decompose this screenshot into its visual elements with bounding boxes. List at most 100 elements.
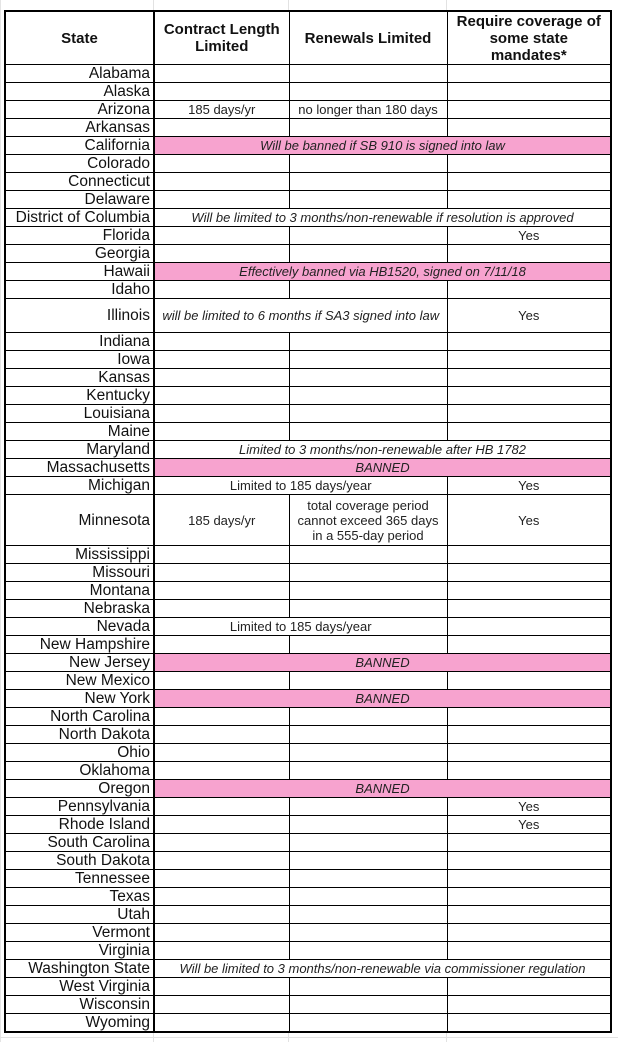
state-cell[interactable]: Illinois <box>4 298 155 333</box>
state-cell[interactable]: Vermont <box>4 923 155 942</box>
data-cell[interactable] <box>153 386 290 405</box>
data-cell[interactable] <box>288 887 448 906</box>
state-cell[interactable]: California <box>4 136 155 155</box>
state-cell[interactable]: Pennsylvania <box>4 797 155 816</box>
data-cell[interactable] <box>446 1013 612 1033</box>
state-cell[interactable]: Mississippi <box>4 545 155 564</box>
state-cell[interactable]: Colorado <box>4 154 155 173</box>
data-cell[interactable] <box>153 833 290 852</box>
data-cell[interactable] <box>446 599 612 618</box>
data-cell[interactable]: BANNED <box>153 458 612 477</box>
data-cell[interactable] <box>288 923 448 942</box>
data-cell[interactable] <box>153 599 290 618</box>
data-cell[interactable] <box>446 977 612 996</box>
data-cell[interactable] <box>153 280 290 299</box>
data-cell[interactable] <box>288 172 448 191</box>
data-cell[interactable] <box>446 280 612 299</box>
data-cell[interactable]: no longer than 180 days <box>288 100 448 119</box>
data-cell[interactable] <box>288 725 448 744</box>
data-cell[interactable] <box>288 422 448 441</box>
data-cell[interactable] <box>288 977 448 996</box>
data-cell[interactable] <box>446 118 612 137</box>
data-cell[interactable] <box>153 1013 290 1033</box>
header-mandates[interactable]: Require coverage of some state mandates* <box>446 10 612 65</box>
state-cell[interactable]: Oregon <box>4 779 155 798</box>
data-cell[interactable] <box>288 190 448 209</box>
data-cell[interactable] <box>153 725 290 744</box>
data-cell[interactable]: Yes <box>446 815 612 834</box>
state-cell[interactable]: Virginia <box>4 941 155 960</box>
state-cell[interactable]: Hawaii <box>4 262 155 281</box>
data-cell[interactable]: Limited to 3 months/non-renewable after … <box>153 440 612 459</box>
data-cell[interactable] <box>446 154 612 173</box>
data-cell[interactable]: Yes <box>446 476 612 495</box>
data-cell[interactable] <box>153 404 290 423</box>
data-cell[interactable]: Yes <box>446 298 612 333</box>
data-cell[interactable] <box>153 887 290 906</box>
state-cell[interactable]: Arkansas <box>4 118 155 137</box>
state-cell[interactable]: Wisconsin <box>4 995 155 1014</box>
state-cell[interactable]: Ohio <box>4 743 155 762</box>
data-cell[interactable] <box>153 226 290 245</box>
data-cell[interactable] <box>446 64 612 83</box>
data-cell[interactable]: Yes <box>446 797 612 816</box>
data-cell[interactable] <box>288 599 448 618</box>
data-cell[interactable] <box>446 869 612 888</box>
state-cell[interactable]: Nevada <box>4 617 155 636</box>
data-cell[interactable] <box>446 332 612 351</box>
data-cell[interactable] <box>288 545 448 564</box>
data-cell[interactable] <box>153 797 290 816</box>
data-cell[interactable] <box>153 350 290 369</box>
data-cell[interactable]: Will be limited to 3 months/non-renewabl… <box>153 208 612 227</box>
data-cell[interactable] <box>446 244 612 263</box>
data-cell[interactable]: Yes <box>446 226 612 245</box>
data-cell[interactable] <box>153 977 290 996</box>
data-cell[interactable] <box>288 995 448 1014</box>
state-cell[interactable]: Oklahoma <box>4 761 155 780</box>
data-cell[interactable] <box>153 905 290 924</box>
data-cell[interactable] <box>153 190 290 209</box>
data-cell[interactable] <box>153 671 290 690</box>
state-cell[interactable]: Nebraska <box>4 599 155 618</box>
data-cell[interactable] <box>153 563 290 582</box>
data-cell[interactable] <box>153 82 290 101</box>
data-cell[interactable] <box>288 761 448 780</box>
data-cell[interactable] <box>153 172 290 191</box>
header-state[interactable]: State <box>4 10 155 65</box>
data-cell[interactable] <box>153 368 290 387</box>
data-cell[interactable] <box>446 761 612 780</box>
data-cell[interactable] <box>446 545 612 564</box>
state-cell[interactable]: Iowa <box>4 350 155 369</box>
data-cell[interactable] <box>153 851 290 870</box>
data-cell[interactable] <box>153 761 290 780</box>
data-cell[interactable] <box>446 851 612 870</box>
data-cell[interactable] <box>288 332 448 351</box>
data-cell[interactable] <box>288 869 448 888</box>
state-cell[interactable]: Massachusetts <box>4 458 155 477</box>
data-cell[interactable]: Limited to 185 days/year <box>153 476 448 495</box>
state-cell[interactable]: New Hampshire <box>4 635 155 654</box>
data-cell[interactable] <box>288 815 448 834</box>
data-cell[interactable] <box>288 350 448 369</box>
data-cell[interactable] <box>288 941 448 960</box>
data-cell[interactable] <box>446 581 612 600</box>
data-cell[interactable] <box>446 941 612 960</box>
data-cell[interactable] <box>446 617 612 636</box>
data-cell[interactable] <box>446 887 612 906</box>
state-cell[interactable]: South Carolina <box>4 833 155 852</box>
data-cell[interactable] <box>446 671 612 690</box>
data-cell[interactable] <box>153 64 290 83</box>
data-cell[interactable]: BANNED <box>153 653 612 672</box>
data-cell[interactable] <box>153 941 290 960</box>
state-cell[interactable]: Alabama <box>4 64 155 83</box>
data-cell[interactable] <box>288 851 448 870</box>
state-cell[interactable]: Utah <box>4 905 155 924</box>
state-cell[interactable]: Delaware <box>4 190 155 209</box>
data-cell[interactable] <box>446 563 612 582</box>
data-cell[interactable] <box>446 368 612 387</box>
data-cell[interactable] <box>288 404 448 423</box>
state-cell[interactable]: Connecticut <box>4 172 155 191</box>
data-cell[interactable] <box>153 244 290 263</box>
state-cell[interactable]: North Carolina <box>4 707 155 726</box>
state-cell[interactable]: Arizona <box>4 100 155 119</box>
